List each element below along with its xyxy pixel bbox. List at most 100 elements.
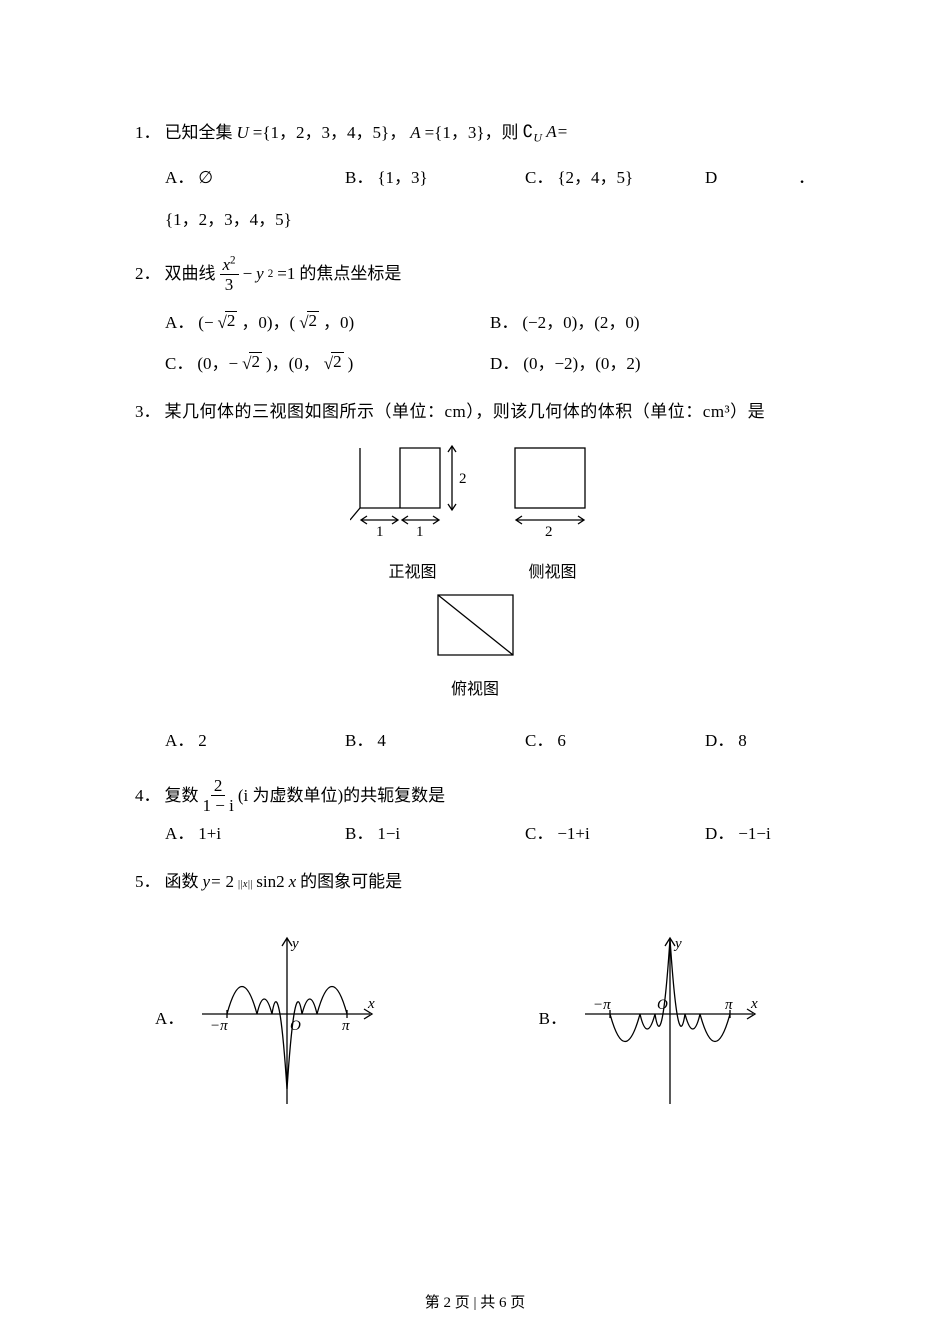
q3-opt-d: D．8 [705, 729, 815, 753]
q5-x: x [289, 870, 297, 894]
q5-sin: sin2 [256, 870, 284, 894]
question-5: 5． 函数 y= 2||x|| sin2x 的图象可能是 A． [135, 870, 815, 1114]
q2-c-v3: ) [348, 352, 354, 376]
q3-top-svg [428, 590, 523, 670]
q4-c-l: C． [525, 822, 553, 846]
q5a-pi: π [342, 1018, 350, 1034]
q5b-O: O [657, 997, 668, 1013]
q4-text-1: 复数 [165, 784, 199, 808]
q3-c-l: C． [525, 729, 553, 753]
q2-a-v3: ，0) [323, 311, 354, 335]
q5-y: y= [203, 870, 222, 894]
q2-opt-c: C． (0，− √2 )，(0， √2 ) [165, 352, 490, 376]
q3-cap-top: 俯视图 [428, 679, 523, 701]
q2-a-sqrt2-arg: 2 [307, 311, 320, 329]
q3-figures: 2 1 1 正视图 2 侧视图 [135, 438, 815, 584]
q2-c-sqrt1: √2 [242, 352, 262, 376]
q3-dim-1a: 1 [376, 524, 384, 540]
q2-a-v2: ，0)，( [241, 311, 295, 335]
q2-c-sqrt2-arg: 2 [331, 352, 344, 370]
q3-side-svg: 2 [505, 438, 600, 553]
q3-opt-b: B．4 [345, 729, 525, 753]
q2-d-label: D． [490, 352, 519, 376]
q1-a-label: A． [165, 166, 194, 190]
q3-fig-side: 2 侧视图 [505, 438, 600, 584]
q2-d-value: (0，−2)，(0，2) [523, 352, 640, 376]
q4-c-v: −1+i [557, 822, 589, 846]
q1-c-value: {2，4，5} [557, 166, 633, 190]
q2-number: 2． [135, 262, 161, 286]
q1-set1: ={1，2，3，4，5}， [253, 121, 406, 145]
q2-a-label: A． [165, 311, 194, 335]
q2-stem: 2． 双曲线 x2 3 − y2 =1 的焦点坐标是 [135, 256, 815, 293]
q1-opt-b: B．{1，3} [345, 166, 525, 190]
q3-c-v: 6 [557, 729, 566, 753]
q2-opt-a: A． (− √2 ，0)，( √2 ，0) [165, 311, 490, 335]
q3-opt-c: C．6 [525, 729, 705, 753]
q3-dim-2: 2 [459, 471, 467, 487]
q1-b-label: B． [345, 166, 373, 190]
q1-opt-c: C．{2，4，5} [525, 166, 705, 190]
q4-d-l: D． [705, 822, 734, 846]
q5a-O: O [290, 1018, 301, 1034]
q1-comp-symbol: ∁ [523, 122, 534, 141]
q2-a-sqrt1: √2 [218, 311, 238, 335]
q4-text-2: (i 为虚数单位)的共轭复数是 [238, 784, 445, 808]
question-1: 1． 已知全集 U ={1，2，3，4，5}， A ={1，3}，则 ∁U A=… [135, 120, 815, 232]
q2-c-label: C． [165, 352, 193, 376]
q4-opt-d: D．−1−i [705, 822, 815, 846]
q1-complement: ∁U A= [523, 120, 569, 146]
q2-frac-d: 3 [225, 275, 234, 293]
q4-frac-n: 2 [211, 777, 226, 796]
q1-text-1: 已知全集 [165, 121, 233, 145]
q2-text-2: 的焦点坐标是 [299, 262, 401, 286]
q2-b-label: B． [490, 311, 518, 335]
q2-c-v2: )，(0， [266, 352, 320, 376]
q4-frac-d: 1 − i [203, 796, 234, 814]
q5-base: 2 [226, 870, 235, 894]
q5-plot-a: y x O −π π [192, 924, 382, 1114]
q5a-mpi: −π [210, 1018, 228, 1034]
q1-set2: ={1，3}，则 [425, 121, 519, 145]
q2-y: y [256, 262, 264, 286]
q3-cap-side: 侧视图 [505, 562, 600, 584]
q4-a-l: A． [165, 822, 194, 846]
q3-d-v: 8 [738, 729, 747, 753]
q2-c-v1: (0，− [197, 352, 238, 376]
q5-text-2: 的图象可能是 [300, 870, 402, 894]
q5a-x: x [367, 996, 375, 1012]
q3-a-l: A． [165, 729, 194, 753]
q2-frac-n-sq: 2 [230, 254, 236, 266]
q2-eq: =1 [277, 262, 295, 286]
q3-opt-a: A．2 [165, 729, 345, 753]
q1-A: A [410, 121, 420, 145]
q5-plots: A． y x O −π π [155, 924, 765, 1114]
q2-a-sqrt1-arg: 2 [225, 311, 238, 329]
q4-opt-a: A．1+i [165, 822, 345, 846]
q5b-x: x [750, 996, 758, 1012]
q3-options: A．2 B．4 C．6 D．8 [165, 729, 815, 753]
q2-row1: A． (− √2 ，0)，( √2 ，0) B． (−2，0)，(2，0) [165, 311, 815, 335]
q1-Aeq: A= [546, 122, 568, 141]
q1-opt-d: D． [705, 166, 815, 190]
q3-front-svg: 2 1 1 [350, 438, 475, 553]
q5-a-label: A． [155, 1007, 184, 1031]
q2-opt-b: B． (−2，0)，(2，0) [490, 311, 815, 335]
q3-dim-2b: 2 [545, 524, 553, 540]
q4-stem: 4． 复数 2 1 − i (i 为虚数单位)的共轭复数是 [135, 777, 815, 814]
q4-options: A．1+i B．1−i C．−1+i D．−1−i [165, 822, 815, 846]
q3-b-l: B． [345, 729, 373, 753]
q1-a-value: ∅ [198, 166, 213, 190]
q2-opt-d: D． (0，−2)，(0，2) [490, 352, 815, 376]
q4-fraction: 2 1 − i [203, 777, 234, 814]
q1-d-dot: ． [798, 166, 815, 190]
question-2: 2． 双曲线 x2 3 − y2 =1 的焦点坐标是 A． (− √2 ，0)，… [135, 256, 815, 377]
q4-d-v: −1−i [738, 822, 770, 846]
q2-a-v1: (− [198, 311, 213, 335]
q1-opt-a: A．∅ [165, 166, 345, 190]
q1-b-value: {1，3} [377, 166, 427, 190]
q3-b-v: 4 [377, 729, 386, 753]
q2-minus: − [243, 262, 253, 286]
q3-fig-top: 俯视图 [428, 590, 523, 701]
q5-plot-a-wrap: A． y x O −π π [155, 924, 382, 1114]
